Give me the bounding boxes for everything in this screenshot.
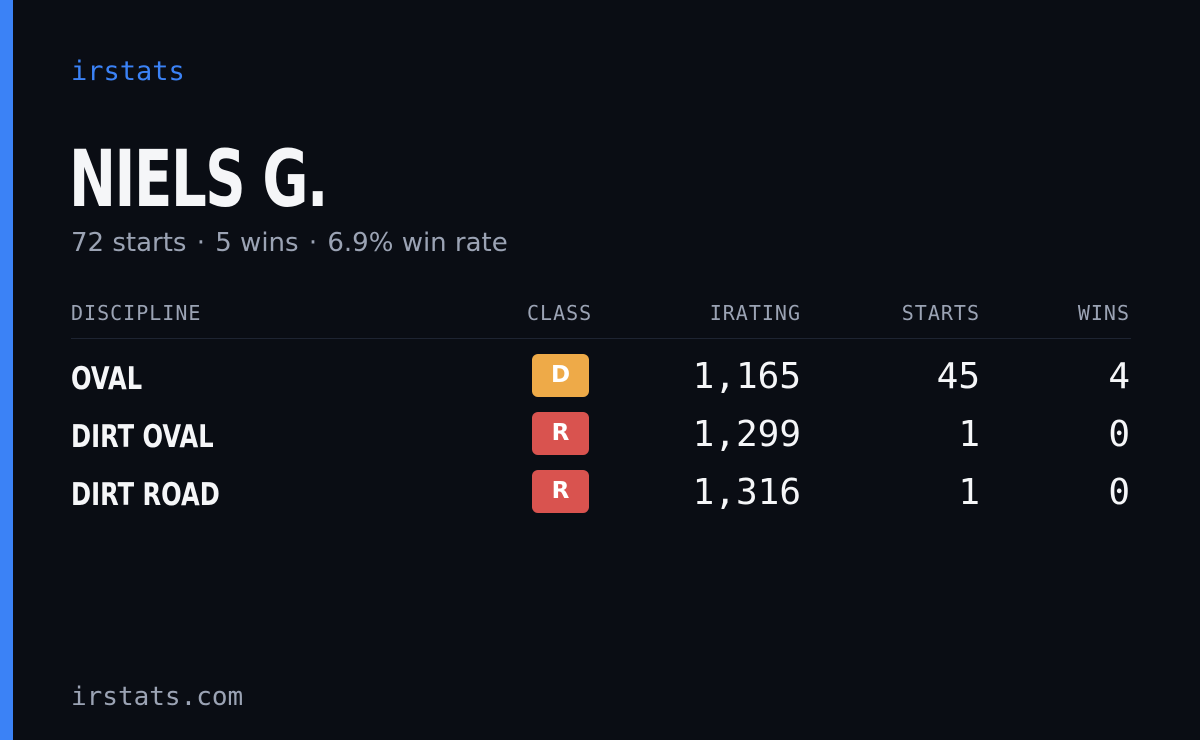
win-rate-summary: 6.9% win rate: [327, 228, 508, 258]
irating-value: 1,165: [692, 356, 801, 397]
player-summary: 72 starts · 5 wins · 6.9% win rate: [71, 228, 508, 258]
starts-summary: 72 starts: [71, 228, 187, 258]
header-starts: STARTS: [901, 301, 980, 325]
wins-value: 0: [1108, 472, 1130, 513]
player-name: NIELS G.: [69, 135, 328, 225]
wins-value: 0: [1108, 414, 1130, 455]
starts-value: 1: [958, 472, 980, 513]
starts-value: 45: [936, 356, 980, 397]
table-row: OVAL D 1,165 45 4: [71, 353, 1131, 411]
class-badge: R: [532, 412, 589, 455]
header-discipline: DISCIPLINE: [71, 301, 202, 325]
wins-value: 4: [1108, 356, 1130, 397]
table-row: DIRT OVAL R 1,299 1 0: [71, 411, 1131, 469]
irating-value: 1,316: [692, 472, 801, 513]
separator-dot: ·: [196, 228, 205, 258]
irating-value: 1,299: [692, 414, 801, 455]
footer-domain: irstats.com: [71, 682, 244, 712]
discipline-name: OVAL: [71, 361, 143, 397]
starts-value: 1: [958, 414, 980, 455]
wins-summary: 5 wins: [215, 228, 299, 258]
class-badge: D: [532, 354, 589, 397]
accent-bar: [0, 0, 13, 740]
header-class: CLASS: [527, 301, 593, 325]
header-irating: IRATING: [709, 301, 801, 325]
discipline-name: DIRT OVAL: [71, 419, 214, 455]
separator-dot: ·: [308, 228, 318, 258]
stats-table-body: OVAL D 1,165 45 4 DIRT OVAL R 1,299 1 0 …: [71, 353, 1131, 527]
class-badge: R: [532, 470, 589, 513]
table-row: DIRT ROAD R 1,316 1 0: [71, 469, 1131, 527]
brand-logo-text: irstats: [71, 56, 185, 87]
stats-table-header: DISCIPLINE CLASS IRATING STARTS WINS: [71, 300, 1131, 339]
header-wins: WINS: [1077, 301, 1130, 325]
discipline-name: DIRT ROAD: [71, 477, 220, 513]
